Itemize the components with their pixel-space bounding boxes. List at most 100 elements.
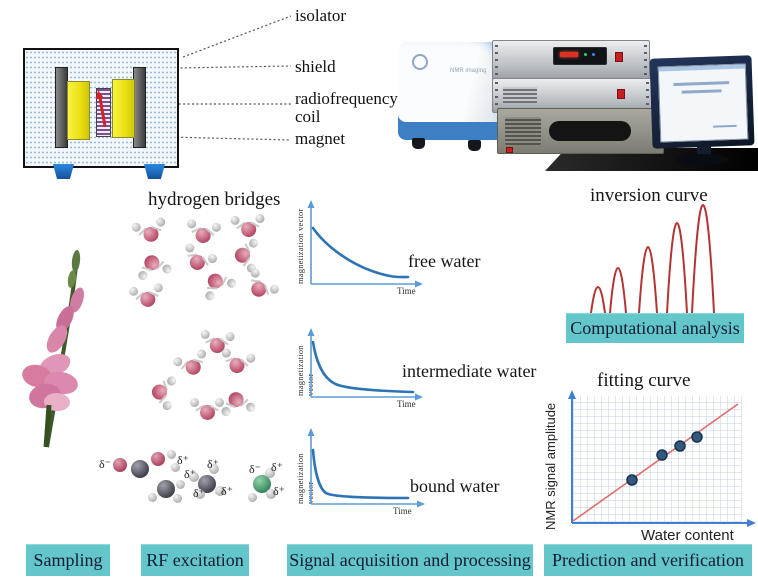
oxygen-atom — [150, 383, 169, 401]
water-molecule — [146, 372, 178, 412]
intermediate-water-chart: magnetization vector Time — [294, 323, 428, 413]
carbon-atom — [157, 480, 175, 498]
screen-title-bar — [658, 64, 745, 72]
hydrogen-atom — [255, 213, 265, 224]
partial-charge-label: δ⁺ — [207, 457, 219, 471]
oxygen-atom — [205, 270, 226, 292]
oxygen-atom — [228, 356, 246, 375]
fitting-data-point — [626, 474, 638, 486]
hydrogen-atom — [162, 400, 173, 411]
led-readout — [560, 52, 578, 57]
partial-charge-label: δ⁺ — [177, 453, 189, 467]
inversion-curve-title: inversion curve — [590, 185, 708, 206]
hydrogen-atom — [225, 331, 235, 342]
partial-charge-label: δ⁺ — [273, 484, 285, 498]
rack-red-button — [617, 89, 625, 99]
label-magnet: magnet — [295, 129, 346, 148]
monitor-base — [676, 154, 728, 165]
fitting-curve-title: fitting curve — [597, 370, 691, 391]
partial-charge-label: δ⁺ — [271, 460, 283, 474]
magnetization-arrow-icon — [98, 97, 107, 127]
screen-text-line — [673, 81, 730, 86]
partial-charge-label: δ⁻ — [249, 462, 261, 476]
water-molecule — [132, 248, 174, 282]
hydrogen-atom — [172, 356, 184, 368]
nitrogen-atom — [253, 475, 271, 493]
stage-label: Sampling — [33, 549, 103, 570]
schematic-foot-left — [52, 164, 75, 179]
oxygen-atom — [183, 357, 203, 377]
stage-signal-acquisition: Signal acquisition and processing — [287, 544, 533, 576]
hydrogen-atom — [266, 489, 276, 499]
hydrogen-atom — [245, 352, 257, 364]
hydrogen-atom — [167, 450, 176, 459]
partial-charge-label: δ⁻ — [99, 457, 111, 471]
hydrogen-atom — [183, 241, 196, 254]
hydrogen-atom — [220, 406, 232, 417]
fitting-data-point — [691, 431, 703, 443]
stage-label: Prediction and verification — [552, 549, 744, 570]
oxygen-atom — [142, 225, 160, 244]
schematic-foot-right — [143, 164, 166, 179]
hydrogen-atom — [195, 348, 208, 360]
label-isolator: isolator — [295, 6, 346, 25]
fitting-y-axis-label: NMR signal amplitude — [543, 402, 558, 530]
monitor — [649, 55, 755, 149]
oxygen-atom — [200, 405, 215, 420]
label-shield: shield — [295, 57, 336, 76]
water-molecule — [217, 386, 257, 418]
computational-analysis-label: Computational analysis — [570, 317, 740, 338]
hydrogen-atom — [230, 215, 240, 226]
carbon-atom — [198, 475, 216, 493]
rack-screws — [646, 82, 649, 108]
magnet-right — [112, 79, 135, 138]
stage-label: Signal acquisition and processing — [289, 549, 531, 570]
hydrogen-atom — [215, 486, 225, 496]
hydrogen-atom — [268, 282, 281, 296]
oxygen-atom — [227, 390, 245, 409]
hydrogen-atom — [248, 493, 257, 502]
screen-text-line — [681, 89, 722, 94]
x-axis-label: Time — [397, 286, 416, 296]
rack-screws — [495, 82, 498, 108]
monitor-screen — [657, 63, 749, 143]
rack-screws — [644, 45, 647, 75]
hydrogen-atom — [148, 493, 157, 502]
hydrogen-atom — [248, 266, 262, 280]
rack-screws — [495, 45, 498, 75]
rack-vent — [503, 87, 537, 103]
case-vent-grille — [505, 117, 541, 145]
hydrogen-atom — [173, 494, 182, 503]
free-water-chart: magnetization vector Time — [294, 193, 428, 299]
water-molecule — [217, 347, 258, 380]
stage-sampling: Sampling — [26, 544, 110, 576]
hydrogen-atom — [153, 282, 164, 293]
case-red-button — [506, 147, 513, 153]
stage-label: RF excitation — [146, 549, 244, 570]
oxygen-atom — [194, 227, 212, 245]
hydrogen-bridges-title: hydrogen bridges — [148, 189, 281, 210]
case-slot — [549, 121, 631, 141]
indicator-dot — [584, 53, 587, 56]
stage-rf-excitation: RF excitation — [141, 544, 249, 576]
x-axis-label: Time — [393, 506, 412, 516]
bound-water-label: bound water — [410, 476, 500, 496]
hydrogen-atom — [171, 463, 180, 472]
bound-water-chart: magnetization vector Time — [294, 423, 428, 519]
magnet-left — [67, 81, 90, 140]
machine-foot — [468, 140, 481, 151]
nmr-schematic — [23, 48, 179, 168]
oxygen-atom — [151, 452, 165, 466]
indicator-dot — [592, 53, 595, 56]
fitting-x-axis-label: Water content — [641, 527, 734, 544]
fitting-data-point — [656, 449, 668, 461]
hydrogen-atom — [128, 286, 139, 297]
hydrogen-atom — [248, 238, 259, 249]
hydrogen-atom — [186, 218, 197, 229]
partial-charge-label: δ⁺ — [221, 484, 233, 498]
oxygen-atom — [187, 252, 208, 273]
hydrogen-atom — [203, 289, 217, 302]
water-molecule — [130, 216, 171, 249]
x-axis-label: Time — [397, 399, 416, 409]
